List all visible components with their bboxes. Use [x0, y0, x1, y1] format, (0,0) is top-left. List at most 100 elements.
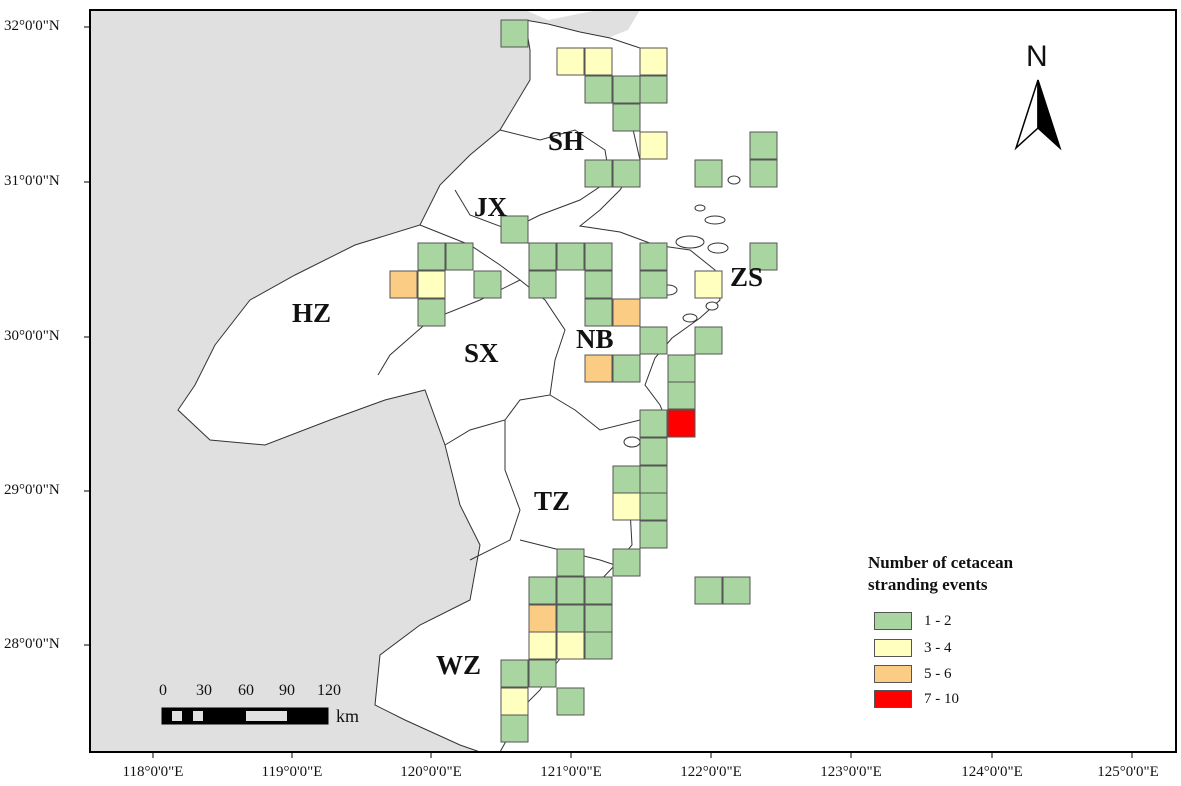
stranding-cell [639, 437, 668, 466]
stranding-cell [612, 298, 641, 327]
stranding-cell [639, 409, 668, 438]
stranding-cell [612, 548, 641, 577]
lat-label-30n: 30°0'0"N [4, 328, 60, 344]
stranding-cell [528, 604, 557, 633]
longitude-ticks [152, 752, 1133, 758]
region-label-tz: TZ [534, 486, 571, 516]
stranding-cell [639, 326, 668, 355]
stranding-cell [556, 631, 585, 660]
stranding-cell [584, 631, 613, 660]
lon-label-118e: 118°0'0"E [122, 764, 184, 780]
stranding-cell [584, 354, 613, 383]
scale-tick-60: 60 [238, 682, 254, 699]
neighbouring-land [91, 10, 640, 752]
lat-label-31n: 31°0'0"N [4, 173, 60, 189]
stranding-cell [584, 47, 613, 76]
stranding-cell [584, 604, 613, 633]
stranding-cell [584, 242, 613, 271]
stranding-cell [694, 270, 723, 299]
lat-label-28n: 28°0'0"N [4, 636, 60, 652]
stranding-cell [639, 492, 668, 521]
stranding-cell [528, 242, 557, 271]
stranding-cell [667, 354, 696, 383]
legend-label: 1 - 2 [924, 612, 952, 629]
legend-label: 5 - 6 [924, 665, 952, 682]
lon-label-119e: 119°0'0"E [261, 764, 323, 780]
stranding-cell [639, 75, 668, 104]
legend-title: Number of cetacean stranding events [868, 552, 1013, 596]
stranding-cell [417, 298, 446, 327]
stranding-cell [500, 659, 529, 688]
stranding-cell [473, 270, 502, 299]
region-label-jx: JX [474, 192, 507, 222]
stranding-cell [639, 465, 668, 494]
lon-label-122e: 122°0'0"E [680, 764, 742, 780]
stranding-cell [694, 159, 723, 188]
scale-bar-graphic [161, 707, 329, 725]
stranding-cell [389, 270, 418, 299]
stranding-cell [612, 103, 641, 132]
stranding-cell [612, 354, 641, 383]
scale-unit: km [336, 706, 360, 726]
stranding-cell [500, 215, 529, 244]
stranding-cell [500, 19, 529, 48]
legend-item-7-10: 7 - 10 [874, 690, 959, 708]
lat-label-32n: 32°0'0"N [4, 18, 60, 34]
region-label-sx: SX [464, 338, 499, 368]
legend-swatch [874, 665, 912, 683]
map-frame [89, 9, 1177, 753]
lat-label-29n: 29°0'0"N [4, 482, 60, 498]
stranding-cell [667, 381, 696, 410]
legend-swatch [874, 639, 912, 657]
stranding-cell [749, 131, 778, 160]
stranding-cell [417, 242, 446, 271]
stranding-cell [556, 47, 585, 76]
stranding-cell [528, 659, 557, 688]
region-label-hz: HZ [292, 298, 332, 328]
stranding-cell [639, 47, 668, 76]
stranding-cell [749, 159, 778, 188]
legend-item-3-4: 3 - 4 [874, 639, 952, 657]
stranding-cell [722, 576, 751, 605]
stranding-cell [612, 159, 641, 188]
stranding-cells [389, 19, 778, 743]
legend-item-1-2: 1 - 2 [874, 612, 952, 630]
stranding-cell [612, 75, 641, 104]
legend-title-line2: stranding events [868, 575, 988, 594]
stranding-cell [556, 548, 585, 577]
stranding-cell [639, 520, 668, 549]
stranding-cell [584, 298, 613, 327]
stranding-cell [528, 576, 557, 605]
scale-tick-0: 0 [159, 682, 167, 699]
scale-tick-90: 90 [279, 682, 295, 699]
lon-label-121e: 121°0'0"E [540, 764, 602, 780]
stranding-cell [694, 326, 723, 355]
stranding-cell [500, 714, 529, 743]
stranding-cell [612, 492, 641, 521]
stranding-cell [500, 687, 529, 716]
region-label-nb: NB [576, 324, 614, 354]
stranding-cell [639, 270, 668, 299]
stranding-cell [556, 604, 585, 633]
region-label-sh: SH [548, 126, 585, 156]
stranding-cell [528, 270, 557, 299]
stranding-cell [639, 131, 668, 160]
stranding-cell [556, 576, 585, 605]
stranding-cell [556, 687, 585, 716]
stranding-cell [584, 576, 613, 605]
region-label-zs: ZS [730, 262, 764, 292]
legend-swatch [874, 690, 912, 708]
legend-label: 7 - 10 [924, 690, 959, 707]
legend-item-5-6: 5 - 6 [874, 665, 952, 683]
stranding-cell [694, 576, 723, 605]
stranding-cell [667, 409, 696, 438]
region-label-wz: WZ [436, 650, 482, 680]
scale-tick-120: 120 [317, 682, 341, 699]
lon-label-120e: 120°0'0"E [400, 764, 462, 780]
stranding-cell [584, 75, 613, 104]
lon-label-125e: 125°0'0"E [1097, 764, 1159, 780]
latitude-ticks [84, 26, 90, 646]
north-arrow-icon [1014, 79, 1062, 151]
stranding-cell [612, 465, 641, 494]
